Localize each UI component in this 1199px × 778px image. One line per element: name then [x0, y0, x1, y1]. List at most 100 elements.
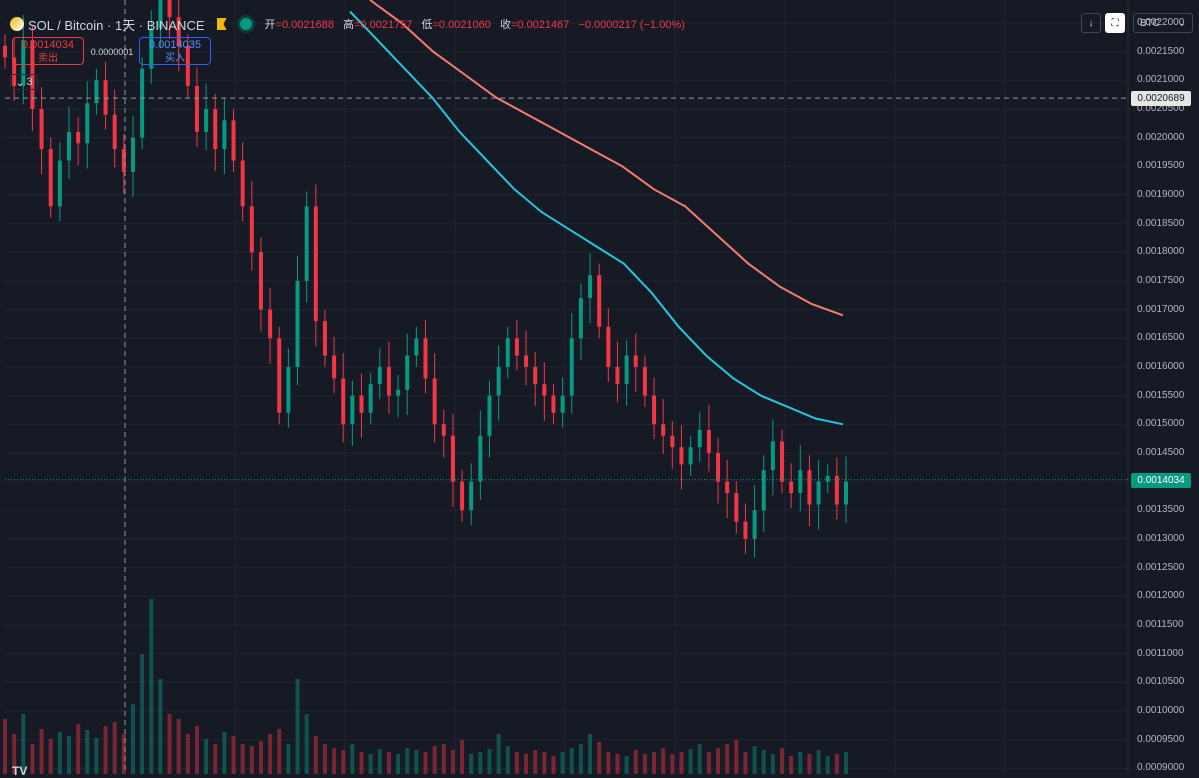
currency-label: BTC — [1140, 17, 1160, 29]
price-tick-label: 0.0015500 — [1137, 389, 1185, 401]
candle-body — [560, 395, 565, 413]
last-price-label: 0.0014034 — [1131, 472, 1191, 488]
volume-bar — [770, 754, 775, 774]
sell-button[interactable]: 0.0014034 卖出 — [12, 37, 84, 65]
volume-bar — [825, 756, 830, 774]
candle-body — [505, 338, 510, 367]
candle-body — [167, 0, 172, 18]
candle-body — [624, 355, 629, 385]
volume-bar — [725, 744, 730, 774]
tradingview-logo[interactable]: TV — [12, 764, 28, 778]
candle-body — [295, 280, 300, 367]
volume-bar — [268, 734, 273, 774]
candle-body — [496, 366, 501, 396]
candle-body — [222, 120, 227, 150]
candle-body — [670, 435, 675, 448]
market-status-icon[interactable] — [236, 15, 255, 33]
candle-body — [3, 45, 7, 58]
candle-body — [405, 355, 410, 390]
candle-body — [194, 86, 199, 132]
volume-bar — [277, 729, 282, 774]
price-tick-label: 0.0019000 — [1137, 188, 1185, 200]
volume-bar — [295, 679, 300, 774]
candle-body — [661, 424, 666, 436]
candle-body — [478, 435, 483, 482]
candle-body — [542, 384, 547, 396]
candle-body — [350, 395, 355, 425]
price-tick-label: 0.0011000 — [1137, 647, 1184, 659]
candle-body — [578, 298, 583, 339]
volume-bar — [405, 748, 410, 774]
volume-bar — [615, 754, 620, 774]
volume-bar — [112, 722, 117, 774]
symbol-logo-icon[interactable] — [10, 17, 24, 31]
volume-bar — [642, 754, 647, 774]
volume-bar — [66, 736, 71, 774]
candle-body — [130, 137, 135, 172]
candle-body — [176, 17, 181, 46]
volume-bar — [167, 714, 172, 774]
candle-body — [332, 355, 337, 379]
volume-bar — [386, 752, 391, 774]
candle-body — [770, 441, 775, 471]
candle-body — [743, 521, 748, 539]
candle-body — [268, 309, 273, 339]
price-tick-label: 0.0020500 — [1137, 102, 1185, 114]
fullscreen-icon[interactable]: ⛶ — [1105, 13, 1125, 33]
sell-label: 卖出 — [38, 53, 58, 64]
close-value: =0.0021467 — [510, 19, 570, 31]
volume-bar — [542, 752, 547, 774]
price-tick-label: 0.0009000 — [1137, 762, 1185, 774]
volume-bar — [670, 754, 675, 774]
indicator-count: 3 — [26, 76, 33, 88]
volume-bar — [533, 750, 538, 774]
volume-bar — [734, 740, 739, 774]
candle-body — [103, 80, 108, 115]
candle-body — [734, 493, 739, 522]
volume-bar — [551, 756, 556, 774]
indicators-collapse-button[interactable]: ⌄ 3 — [10, 74, 38, 90]
candle-body — [149, 28, 154, 69]
candle-body — [642, 366, 647, 396]
symbol-title[interactable]: SOL / Bitcoin · 1天 · BINANCE — [28, 17, 205, 33]
candle-body — [652, 395, 657, 425]
candle-body — [441, 424, 446, 436]
buy-label: 买入 — [165, 53, 185, 64]
candle-body — [277, 338, 282, 413]
volume-bar — [21, 714, 26, 774]
volume-bar — [414, 750, 419, 774]
candle-body — [615, 366, 620, 385]
price-tick-label: 0.0016000 — [1137, 360, 1185, 372]
buy-button[interactable]: 0.0014035 买入 — [139, 37, 211, 65]
volume-bar — [578, 744, 583, 774]
candle-body — [633, 355, 638, 367]
volume-bar — [57, 732, 62, 774]
moving-average-fast — [349, 10, 844, 426]
open-value: =0.0021688 — [275, 19, 334, 31]
candle-body — [807, 470, 812, 505]
volume-bar — [624, 756, 629, 774]
candle-body — [816, 481, 821, 505]
currency-select[interactable]: BTC ⌄ — [1133, 13, 1193, 33]
spread-value: 0.0000001 — [90, 47, 134, 57]
volume-bar — [368, 754, 373, 774]
volume-bar — [258, 741, 263, 774]
candle-body — [533, 366, 538, 385]
volume-bar — [396, 754, 401, 774]
volume-bar — [231, 736, 236, 774]
candle-body — [487, 395, 492, 436]
candle-body — [158, 0, 163, 29]
flag-icon[interactable] — [216, 18, 227, 30]
volume-bar — [194, 726, 199, 774]
arrow-down-icon[interactable]: ↓ — [1081, 13, 1101, 33]
candle-body — [688, 447, 693, 465]
candle-body — [368, 384, 373, 413]
volume-bar — [597, 742, 602, 774]
volume-bar — [441, 744, 446, 774]
volume-bar — [487, 749, 492, 774]
candle-body — [761, 470, 766, 511]
candle-body — [386, 366, 391, 396]
volume-bar — [249, 746, 254, 774]
